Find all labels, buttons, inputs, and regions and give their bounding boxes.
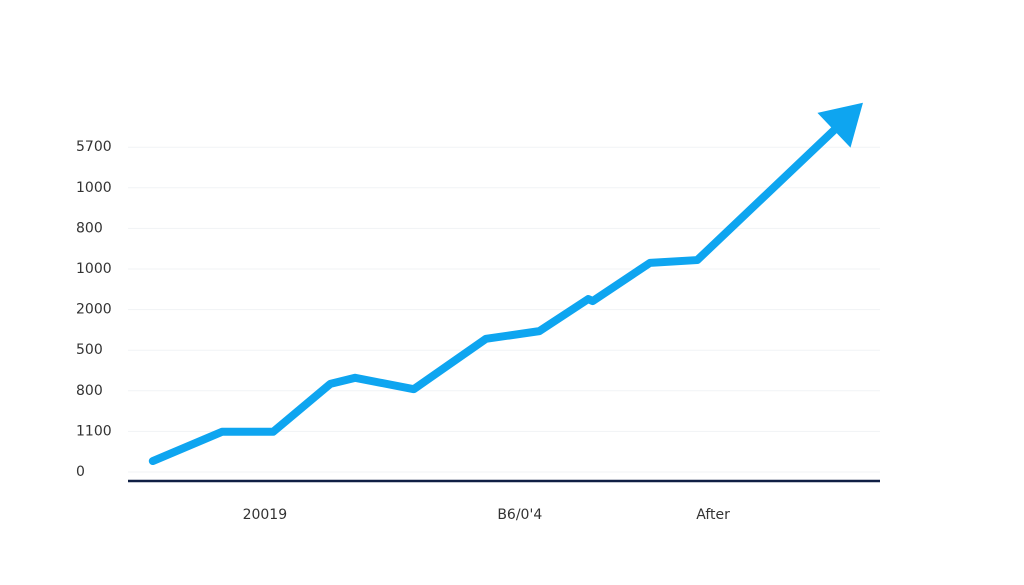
y-tick-label: 5700: [76, 139, 112, 155]
x-tick-label: B6/0'4: [497, 507, 542, 523]
x-tick-label: 20019: [243, 507, 288, 523]
y-tick-label: 500: [76, 342, 103, 358]
y-tick-label: 0: [76, 464, 85, 480]
y-tick-label: 1000: [76, 180, 112, 196]
y-tick-label: 1100: [76, 423, 112, 439]
y-tick-label: 1000: [76, 261, 112, 277]
data-line: [148, 111, 854, 466]
y-tick-label: 800: [76, 220, 103, 236]
arrow-head: [817, 102, 863, 148]
x-tick-label: After: [696, 507, 730, 523]
y-tick-label: 2000: [76, 302, 112, 318]
y-tick-label: 800: [76, 383, 103, 399]
